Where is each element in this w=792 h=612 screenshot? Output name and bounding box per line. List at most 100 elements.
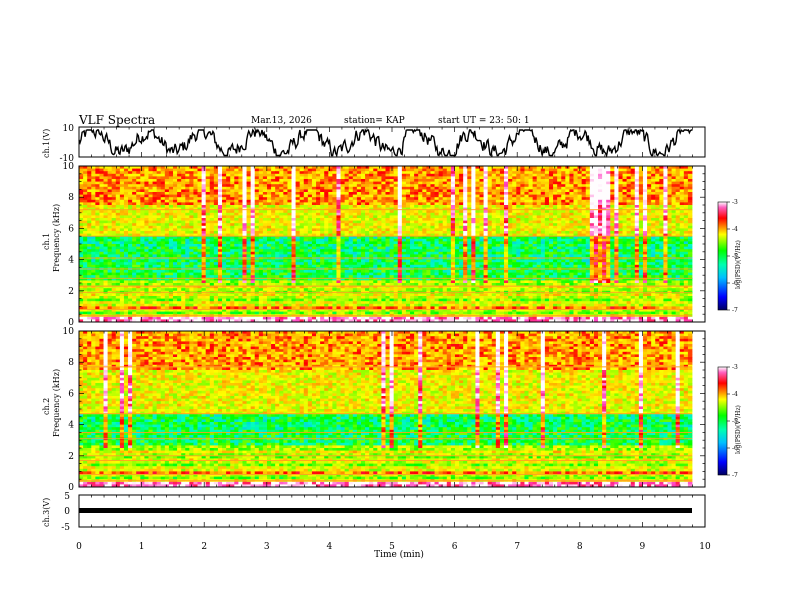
- spectrogram-cell: [373, 218, 377, 221]
- spectrogram-cell: [598, 184, 602, 187]
- spectrogram-cell: [206, 210, 210, 213]
- spectrogram-cell: [439, 179, 443, 182]
- spectrogram-cell: [582, 182, 586, 185]
- spectrogram-cell: [279, 202, 283, 205]
- spectrogram-cell: [541, 187, 545, 190]
- spectrogram-cell: [386, 210, 390, 213]
- spectrogram-cell: [426, 192, 430, 195]
- spectrogram-cell: [590, 221, 594, 224]
- spectrogram-cell: [226, 202, 230, 205]
- spectrogram-cell: [308, 169, 312, 172]
- spectrogram-cell: [116, 182, 120, 185]
- spectrogram-cell: [365, 221, 369, 224]
- spectrogram-cell: [479, 200, 483, 203]
- spectrogram-cell: [198, 192, 202, 195]
- spectrogram-cell: [226, 195, 230, 198]
- spectrogram-cell: [234, 176, 238, 179]
- spectrogram-cell: [95, 184, 99, 187]
- spectrogram-cell: [386, 215, 390, 218]
- spectrogram-cell: [639, 171, 643, 174]
- spectrogram-cell: [455, 208, 459, 211]
- spectrogram-cell: [242, 208, 246, 211]
- spectrogram-cell: [341, 174, 345, 177]
- spectrogram-cell: [177, 221, 181, 224]
- spectrogram-cell: [426, 197, 430, 200]
- spectrogram-cell: [569, 195, 573, 198]
- spectrogram-cell: [386, 176, 390, 179]
- spectrogram-cell: [177, 192, 181, 195]
- spectrogram-cell: [602, 208, 606, 211]
- spectrogram-cell: [148, 184, 152, 187]
- spectrogram-cell: [234, 187, 238, 190]
- spectrogram-cell: [193, 210, 197, 213]
- spectrogram-cell: [512, 208, 516, 211]
- spectrogram-cell: [439, 210, 443, 213]
- spectrogram-cell: [328, 200, 332, 203]
- spectrogram-cell: [320, 176, 324, 179]
- spectrogram-cell: [275, 174, 279, 177]
- spectrogram-cell: [447, 215, 451, 218]
- spectrogram-cell: [586, 192, 590, 195]
- spectrogram-cell: [426, 182, 430, 185]
- spectrogram-cell: [259, 202, 263, 205]
- spectrogram-cell: [189, 208, 193, 211]
- spectrogram-cell: [488, 215, 492, 218]
- spectrogram-cell: [672, 202, 676, 205]
- spectrogram-cell: [471, 171, 475, 174]
- spectrogram-cell: [140, 171, 144, 174]
- spectrogram-cell: [602, 221, 606, 224]
- spectrogram-cell: [271, 176, 275, 179]
- spectrogram-cell: [377, 169, 381, 172]
- spectrogram-cell: [545, 182, 549, 185]
- spectrogram-cell: [459, 179, 463, 182]
- spectrogram-cell: [259, 179, 263, 182]
- spectrogram-cell: [573, 192, 577, 195]
- spectrogram-cell: [157, 218, 161, 221]
- spectrogram-cell: [439, 215, 443, 218]
- spectrogram-cell: [361, 169, 365, 172]
- spectrogram-cell: [386, 179, 390, 182]
- spectrogram-cell: [242, 215, 246, 218]
- spectrogram-cell: [165, 202, 169, 205]
- spectrogram-cell: [263, 208, 267, 211]
- spectrogram-cell: [341, 218, 345, 221]
- spectrogram-cell: [198, 215, 202, 218]
- spectrogram-cell: [496, 210, 500, 213]
- spectrogram-cell: [144, 215, 148, 218]
- spectrogram-cell: [524, 195, 528, 198]
- spectrogram-cell: [553, 197, 557, 200]
- spectrogram-cell: [606, 174, 610, 177]
- spectrogram-cell: [520, 200, 524, 203]
- spectrogram-cell: [618, 171, 622, 174]
- spectrogram-cell: [377, 176, 381, 179]
- spectrogram-cell: [361, 174, 365, 177]
- spectrogram-cell: [471, 202, 475, 205]
- spectrogram-cell: [349, 176, 353, 179]
- spectrogram-cell: [157, 215, 161, 218]
- spectrogram-cell: [602, 210, 606, 213]
- spectrogram-cell: [283, 189, 287, 192]
- spectrogram-cell: [594, 169, 598, 172]
- spectrogram-cell: [447, 202, 451, 205]
- spectrogram-cell: [586, 189, 590, 192]
- spectrogram-cell: [181, 179, 185, 182]
- spectrogram-cell: [238, 205, 242, 208]
- spectrogram-cell: [202, 184, 206, 187]
- spectrogram-cell: [435, 184, 439, 187]
- spectrogram-cell: [136, 184, 140, 187]
- spectrogram-cell: [112, 218, 116, 221]
- spectrogram-cell: [561, 169, 565, 172]
- spectrogram-cell: [242, 210, 246, 213]
- spectrogram-cell: [140, 213, 144, 216]
- spectrogram-cell: [422, 221, 426, 224]
- spectrogram-cell: [422, 182, 426, 185]
- spectrogram-cell: [308, 208, 312, 211]
- spectrogram-cell: [643, 174, 647, 177]
- spectrogram-cell: [602, 200, 606, 203]
- spectrogram-cell: [475, 176, 479, 179]
- spectrogram-cell: [598, 174, 602, 177]
- spectrogram-cell: [541, 184, 545, 187]
- spectrogram-cell: [173, 176, 177, 179]
- spectrogram-cell: [283, 176, 287, 179]
- spectrogram-cell: [79, 213, 83, 216]
